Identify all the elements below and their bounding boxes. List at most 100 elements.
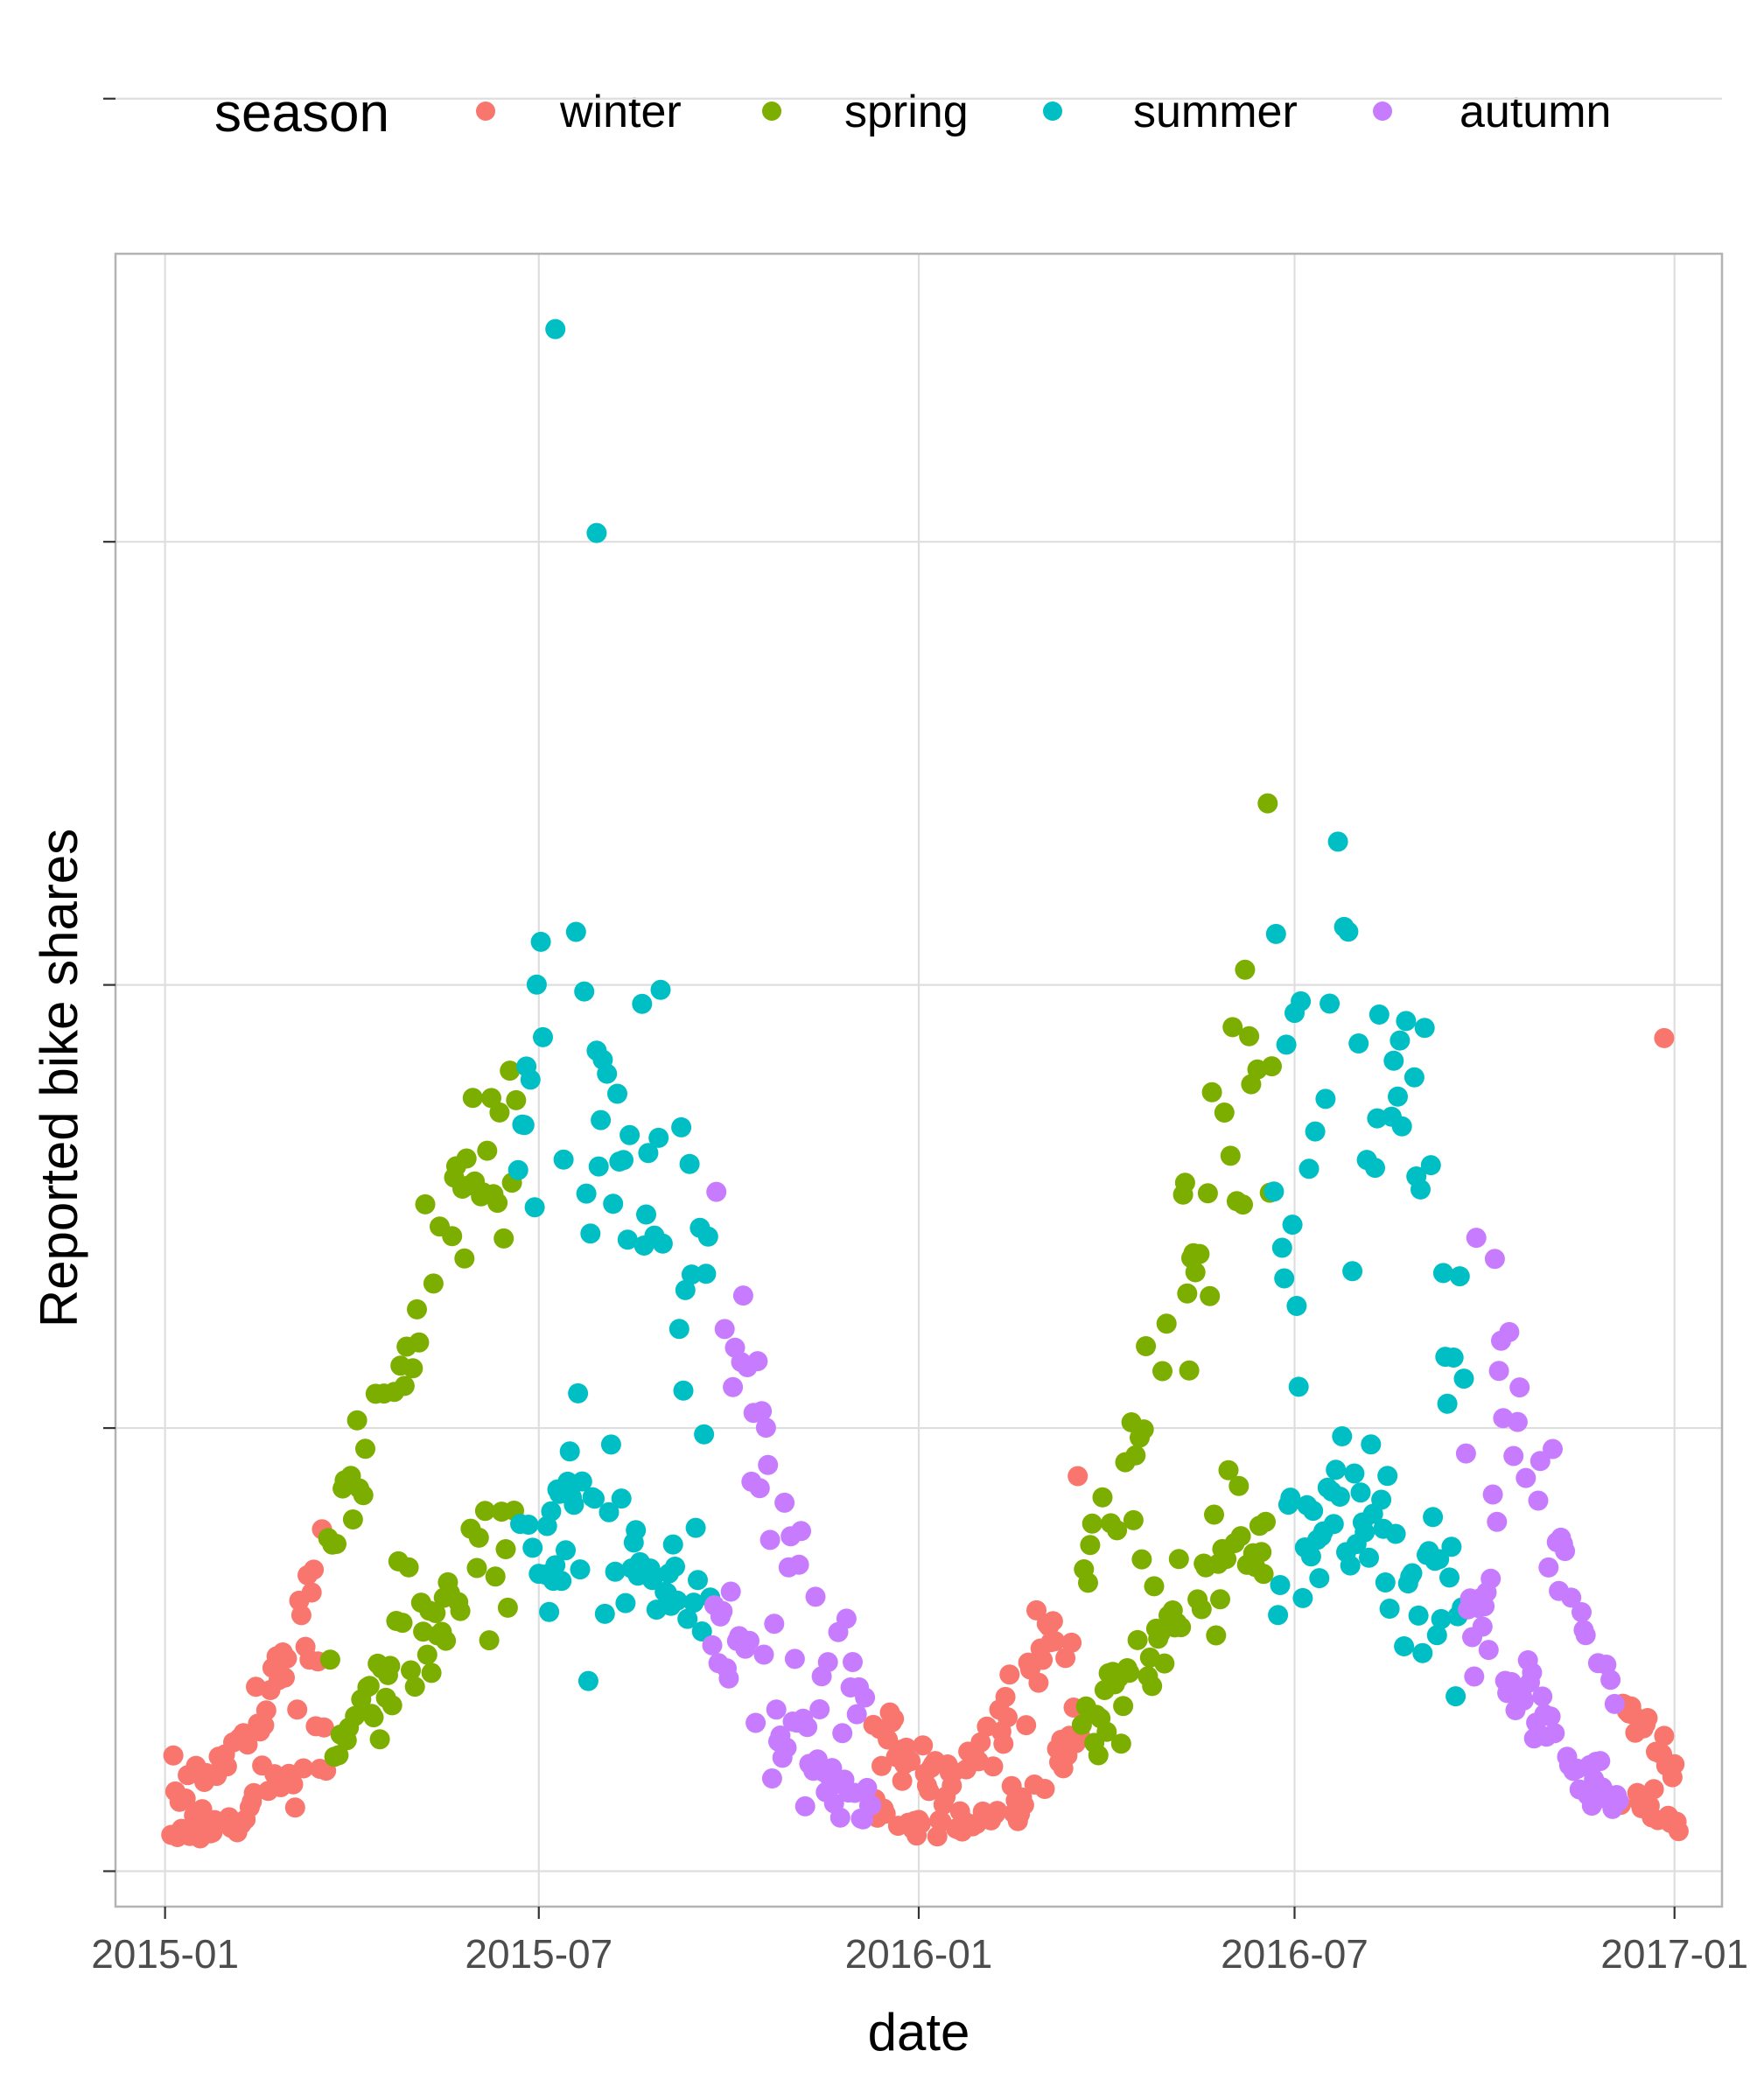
data-point-summer	[691, 1621, 712, 1642]
data-point-summer	[1323, 1514, 1344, 1535]
data-point-spring	[355, 1438, 375, 1460]
data-point-autumn	[1482, 1484, 1503, 1505]
data-point-spring	[450, 1600, 471, 1621]
data-point-summer	[685, 1517, 706, 1538]
data-point-summer	[1340, 1555, 1361, 1576]
data-point-winter	[216, 1756, 237, 1777]
data-point-winter	[1028, 1672, 1049, 1693]
data-point-spring	[1088, 1745, 1109, 1766]
data-point-winter	[1061, 1632, 1082, 1653]
gridlines	[116, 97, 1722, 1907]
data-point-summer	[1388, 1086, 1408, 1107]
data-point-spring	[421, 1662, 442, 1684]
x-tick-label: 2016-01	[845, 1931, 993, 1977]
data-point-spring	[1257, 793, 1278, 814]
data-point-spring	[500, 1060, 521, 1082]
data-point-summer	[1404, 1067, 1424, 1088]
data-point-summer	[598, 1502, 620, 1522]
data-point-autumn	[1509, 1377, 1530, 1398]
data-point-summer	[1391, 1116, 1412, 1137]
data-point-winter	[293, 1758, 314, 1779]
data-point-spring	[479, 1630, 500, 1651]
data-point-autumn	[1528, 1490, 1549, 1511]
data-point-spring	[1216, 1549, 1237, 1570]
data-point-summer	[1329, 1487, 1350, 1507]
data-point-summer	[636, 1204, 656, 1225]
data-point-summer	[1327, 831, 1348, 852]
data-point-summer	[1342, 1261, 1363, 1282]
data-point-autumn	[774, 1492, 795, 1513]
data-point-summer	[1282, 1214, 1303, 1236]
data-point-summer	[1439, 1567, 1460, 1588]
data-point-autumn	[784, 1648, 805, 1670]
data-point-spring	[1256, 1511, 1276, 1532]
data-point-autumn	[753, 1644, 774, 1665]
data-point-autumn	[797, 1717, 818, 1738]
data-point-spring	[495, 1539, 516, 1559]
data-point-summer	[551, 1571, 572, 1592]
legend-key-summer	[1043, 102, 1062, 121]
data-point-summer	[1270, 1575, 1291, 1595]
data-point-spring	[423, 1273, 444, 1294]
data-point-autumn	[1540, 1706, 1561, 1727]
data-point-summer	[1453, 1368, 1474, 1390]
data-point-winter	[1654, 1726, 1675, 1746]
data-point-summer	[650, 979, 671, 1000]
data-point-autumn	[1590, 1751, 1611, 1772]
data-point-summer	[1348, 1033, 1369, 1054]
data-point-spring	[1239, 1026, 1260, 1046]
data-point-autumn	[766, 1699, 787, 1720]
data-point-spring	[1177, 1283, 1198, 1304]
data-point-spring	[1222, 1017, 1243, 1038]
data-point-spring	[1152, 1361, 1172, 1382]
data-point-summer	[1359, 1547, 1379, 1568]
data-point-autumn	[805, 1586, 826, 1607]
data-point-spring	[1131, 1549, 1152, 1570]
data-point-autumn	[1507, 1411, 1528, 1432]
data-point-summer	[1338, 921, 1359, 942]
data-point-spring	[1168, 1549, 1189, 1570]
data-point-summer	[671, 1116, 692, 1138]
data-point-summer	[1309, 1568, 1330, 1589]
data-point-summer	[1291, 990, 1312, 1012]
data-point-summer	[1423, 1507, 1444, 1528]
data-point-spring	[1235, 959, 1256, 980]
data-point-spring	[398, 1557, 419, 1578]
x-axis-ticks: 2015-01 2015-07 2016-01 2016-07 2017-01	[91, 1907, 1748, 1977]
data-point-autumn	[794, 1796, 816, 1816]
data-point-autumn	[1575, 1625, 1596, 1646]
data-point-autumn	[1538, 1557, 1559, 1578]
data-point-winter	[987, 1801, 1008, 1822]
data-point-summer	[514, 1115, 535, 1136]
data-point-summer	[564, 1494, 584, 1516]
data-point-summer	[1383, 1050, 1404, 1071]
data-point-winter	[175, 1788, 196, 1809]
data-point-summer	[556, 1540, 576, 1561]
data-point-winter	[237, 1734, 258, 1755]
data-point-spring	[1144, 1576, 1165, 1597]
data-point-spring	[456, 1148, 477, 1169]
data-point-spring	[425, 1603, 446, 1623]
data-point-autumn	[1600, 1670, 1621, 1690]
data-point-spring	[468, 1527, 489, 1548]
data-point-summer	[1412, 1642, 1433, 1663]
data-point-autumn	[755, 1418, 776, 1438]
data-point-autumn	[749, 1478, 770, 1499]
data-point-spring	[407, 1298, 427, 1320]
legend-item-winter: winter	[476, 87, 682, 137]
data-point-spring	[1185, 1262, 1206, 1283]
data-point-spring	[394, 1376, 415, 1396]
data-point-summer	[1350, 1482, 1371, 1503]
data-point-autumn	[1472, 1616, 1493, 1637]
data-point-spring	[346, 1410, 368, 1431]
data-point-spring	[382, 1695, 402, 1716]
data-point-spring	[392, 1613, 413, 1634]
data-point-spring	[342, 1509, 363, 1530]
data-point-autumn	[1503, 1446, 1524, 1466]
data-point-spring	[1204, 1504, 1224, 1525]
data-point-summer	[1354, 1522, 1376, 1543]
data-point-spring	[1136, 1336, 1157, 1356]
data-point-winter	[254, 1715, 275, 1736]
legend-item-summer: summer	[1043, 87, 1298, 137]
data-point-summer	[508, 1159, 528, 1180]
